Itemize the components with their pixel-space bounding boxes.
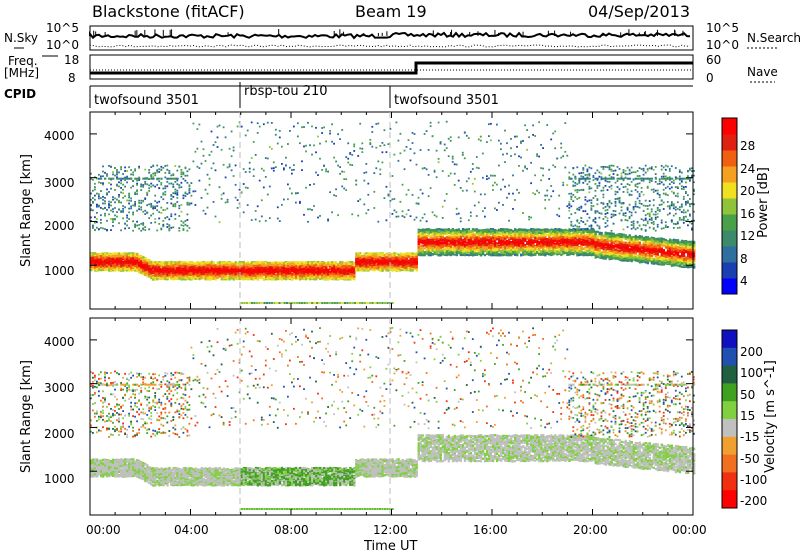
velocity-colorbar <box>722 330 737 509</box>
xtick-0000: 00:00 <box>86 524 121 536</box>
xtick-1600: 16:00 <box>473 524 508 536</box>
vel-ytick-3000: 3000 <box>44 382 75 394</box>
power-ytick-3000: 3000 <box>44 177 75 189</box>
power-colorbar-tick: 8 <box>740 253 748 265</box>
radar-summary-plot <box>0 0 800 554</box>
velocity-colorbar-tick: -15 <box>740 431 760 443</box>
xtick-0800: 08:00 <box>274 524 309 536</box>
xtick-1200: 12:00 <box>373 524 408 536</box>
power-colorbar <box>722 118 737 295</box>
velocity-colorbar-tick: 100 <box>740 367 763 379</box>
vel-ytick-4000: 4000 <box>44 336 75 348</box>
power-ylabel: Slant Range [km] <box>20 154 33 267</box>
power-colorbar-tick: 28 <box>740 140 755 152</box>
power-ytick-1000: 1000 <box>44 265 75 277</box>
nsky-series <box>90 29 690 47</box>
velocity-colorbar-tick: 50 <box>740 389 755 401</box>
velocity-colorbar-tick: -50 <box>740 453 760 465</box>
power-ytick-2000: 2000 <box>44 220 75 232</box>
xtick-2400: 00:00 <box>672 524 707 536</box>
xtick-2000: 20:00 <box>573 524 608 536</box>
power-colorbar-tick: 4 <box>740 275 748 287</box>
velocity-colorbar-tick: 200 <box>740 346 763 358</box>
xlabel: Time UT <box>364 540 417 553</box>
power-colorbar-tick: 16 <box>740 208 755 220</box>
power-colorbar-label: Power [dB] <box>757 167 770 238</box>
velocity-colorbar-tick: -100 <box>740 474 767 486</box>
velocity-ylabel: Slant Range [km] <box>20 360 33 473</box>
velocity-colorbar-tick: 15 <box>740 410 755 422</box>
xtick-0400: 04:00 <box>174 524 209 536</box>
power-ytick-4000: 4000 <box>44 130 75 142</box>
top-panel-frames <box>14 26 778 108</box>
frequency-series <box>90 63 693 73</box>
power-colorbar-tick: 24 <box>740 163 755 175</box>
vel-ytick-2000: 2000 <box>44 428 75 440</box>
velocity-colorbar-label: Velocity [m s^-1] <box>764 360 777 473</box>
power-colorbar-tick: 12 <box>740 230 755 242</box>
vel-ytick-1000: 1000 <box>44 473 75 485</box>
power-colorbar-tick: 20 <box>740 185 755 197</box>
velocity-colorbar-tick: -200 <box>740 495 767 507</box>
